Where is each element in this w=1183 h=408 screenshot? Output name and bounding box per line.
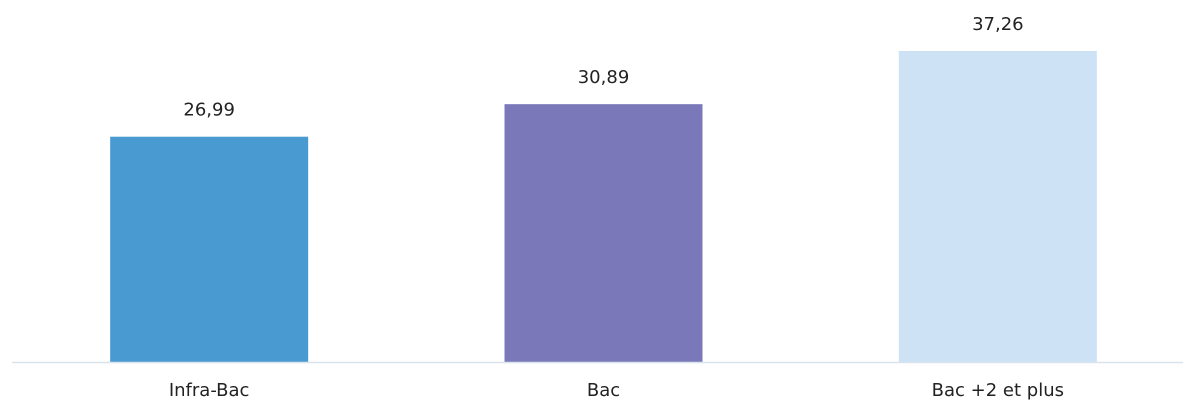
bar (110, 136, 309, 362)
x-tick-label: Bac (587, 380, 620, 401)
value-label: 37,26 (972, 14, 1024, 35)
bar (898, 51, 1097, 362)
bar (504, 104, 703, 362)
x-tick-label: Infra-Bac (169, 380, 250, 401)
value-label: 26,99 (183, 100, 235, 121)
value-label: 30,89 (578, 67, 630, 88)
x-tick-label: Bac +2 et plus (932, 380, 1064, 401)
